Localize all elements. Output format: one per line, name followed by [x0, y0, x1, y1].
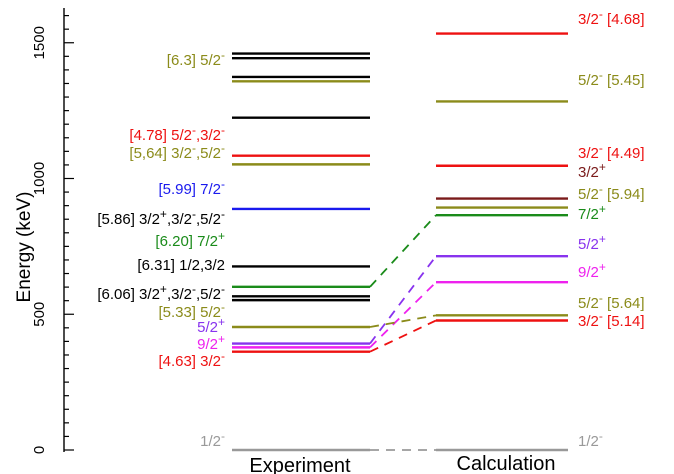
experiment-level-label: [6.06] 3/2+,3/2-,5/2- [97, 282, 225, 303]
experiment-level-label: [5,64] 3/2-,5/2- [129, 141, 225, 162]
calculation-level-label: 3/2+ [578, 160, 606, 181]
connection-line [369, 255, 437, 345]
calculation-level-label: 5/2- [5.94] [578, 182, 645, 203]
experiment-level-label: [5.33] 5/2- [158, 300, 225, 321]
calculation-level-label: 3/2- [4.68] [578, 7, 645, 28]
experiment-level-label: [4.78] 5/2-,3/2- [129, 123, 225, 144]
calculation-level-label: 5/2- [5.64] [578, 291, 645, 312]
y-tick-label: 1500 [31, 26, 48, 59]
y-tick-label: 1000 [31, 162, 48, 195]
x-label-experiment: Experiment [249, 455, 351, 474]
experiment-level-label: 1/2- [200, 429, 225, 450]
calculation-level-label: 1/2- [578, 429, 603, 450]
experiment-level-label: 5/2+ [197, 315, 225, 336]
calculation-level-label: 7/2+ [578, 202, 606, 223]
y-tick-label: 0 [31, 446, 48, 454]
experiment-level-label: [5.86] 3/2+,3/2-,5/2- [97, 207, 225, 228]
connection-line [369, 214, 437, 288]
y-tick-label: 500 [31, 302, 48, 327]
connection-line [369, 314, 437, 328]
experiment-level-label: 9/2+ [197, 332, 225, 353]
experiment-level-label: [6.31] 1/2,3/2 [137, 257, 225, 274]
experiment-level-label: [6.3] 5/2- [167, 48, 225, 69]
experiment-level-label: [6.20] 7/2+ [155, 229, 225, 250]
calculation-level-label: 3/2- [5.14] [578, 309, 645, 330]
calculation-level-label: 3/2- [4.49] [578, 141, 645, 162]
experiment-level-label: [4.63] 3/2- [158, 349, 225, 370]
experiment-level-label: [5.99] 7/2- [158, 177, 225, 198]
calculation-level-label: 5/2- [5.45] [578, 68, 645, 89]
calculation-level-label: 9/2+ [578, 260, 606, 281]
connection-line [369, 281, 437, 349]
calculation-level-label: 5/2+ [578, 232, 606, 253]
connection-line [369, 319, 437, 353]
x-label-calculation: Calculation [457, 453, 556, 474]
y-axis-label: Energy (keV) [14, 192, 35, 303]
